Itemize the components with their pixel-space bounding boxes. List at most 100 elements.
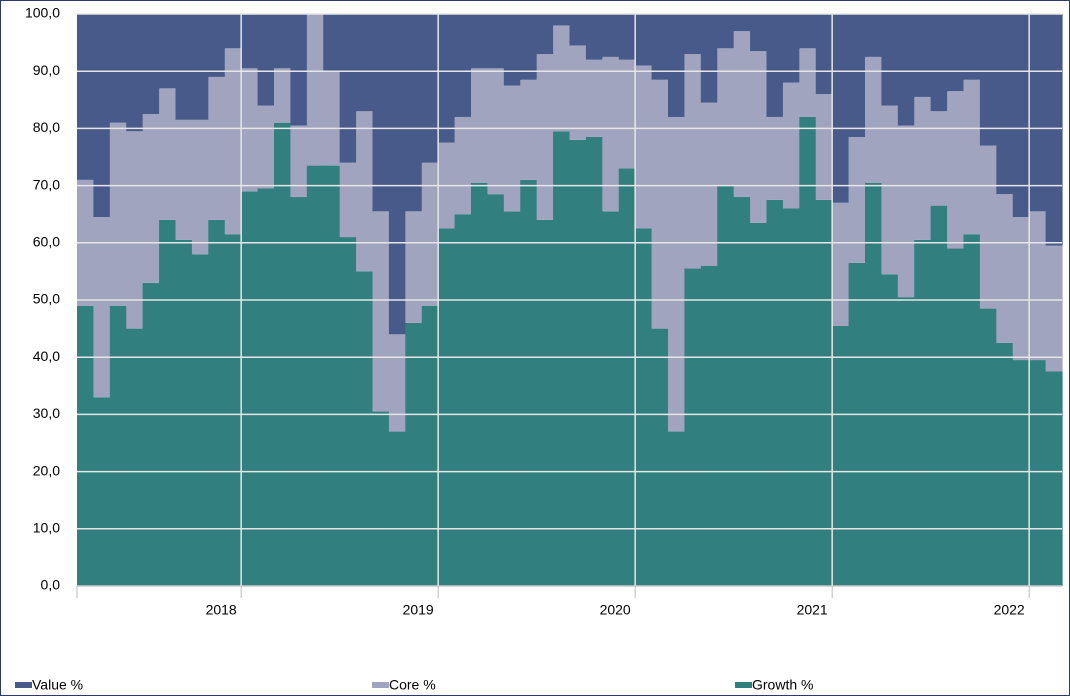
area-segment	[208, 219, 226, 587]
area-segment	[668, 431, 686, 586]
area-segment	[947, 248, 965, 586]
area-segment	[585, 14, 603, 60]
area-segment	[93, 14, 111, 218]
area-segment	[520, 179, 538, 586]
area-segment	[306, 165, 324, 586]
area-segment	[109, 122, 127, 306]
area-segment	[159, 88, 177, 220]
area-segment	[979, 308, 997, 586]
area-segment	[733, 197, 751, 587]
area-segment	[602, 14, 620, 57]
area-segment	[832, 14, 850, 203]
area-segment	[717, 48, 735, 186]
area-segment	[963, 234, 981, 586]
area-segment	[109, 14, 127, 123]
area-segment	[93, 397, 111, 586]
area-segment	[865, 182, 883, 587]
area-segment	[290, 125, 308, 198]
area-segment	[405, 14, 423, 212]
area-segment	[733, 14, 751, 32]
area-segment	[159, 219, 177, 587]
area-segment	[421, 162, 439, 306]
area-segment	[323, 14, 341, 72]
y-tick-label: 40,0	[33, 348, 60, 364]
area-segment	[126, 328, 144, 586]
area-segment	[700, 265, 718, 586]
area-segment	[947, 91, 965, 249]
area-segment	[881, 105, 899, 275]
area-segment	[651, 79, 669, 329]
area-segment	[126, 131, 144, 329]
area-segment	[733, 31, 751, 198]
area-segment	[454, 14, 472, 117]
area-segment	[274, 14, 292, 69]
area-segment	[1012, 14, 1030, 218]
area-segment	[471, 182, 489, 587]
area-segment	[979, 14, 997, 146]
area-segment	[405, 211, 423, 323]
area-segment	[520, 14, 538, 80]
area-segment	[454, 116, 472, 215]
area-segment	[1012, 360, 1030, 586]
area-segment	[339, 14, 357, 163]
x-tick-label: 2018	[206, 602, 237, 618]
area-segment	[717, 185, 735, 586]
area-segment	[191, 119, 209, 255]
legend-label: Core %	[389, 677, 436, 693]
area-segment	[897, 297, 915, 586]
area-segment	[290, 14, 308, 126]
y-tick-label: 0,0	[41, 577, 61, 593]
area-segment	[257, 188, 275, 586]
area-segment	[372, 211, 390, 412]
area-segment	[1045, 245, 1063, 372]
area-segment	[1045, 371, 1063, 586]
area-segment	[651, 328, 669, 586]
x-tick-label: 2019	[403, 602, 434, 618]
area-segment	[750, 51, 768, 223]
area-segment	[815, 94, 833, 200]
area-segment	[668, 116, 686, 432]
area-segment	[323, 71, 341, 166]
area-segment	[224, 48, 242, 235]
area-segment	[372, 411, 390, 586]
area-segment	[142, 14, 160, 115]
area-segment	[618, 59, 636, 169]
area-segment	[979, 145, 997, 309]
area-segment	[487, 68, 505, 195]
area-segment	[257, 14, 275, 106]
legend-swatch	[735, 682, 752, 688]
area-segment	[799, 116, 817, 587]
area-segment	[191, 254, 209, 587]
area-segment	[208, 14, 226, 77]
area-segment	[142, 114, 160, 283]
area-segment	[1012, 217, 1030, 361]
area-segment	[635, 65, 653, 229]
area-segment	[881, 274, 899, 586]
area-segment	[388, 14, 406, 335]
area-segment	[323, 165, 341, 586]
area-segment	[848, 14, 866, 137]
area-segment	[553, 14, 571, 26]
area-segment	[1045, 14, 1063, 246]
y-tick-label: 100,0	[25, 5, 60, 21]
area-segment	[914, 96, 932, 240]
area-segment	[77, 305, 95, 586]
area-segment	[388, 334, 406, 432]
area-segment	[241, 14, 259, 69]
area-segment	[684, 54, 702, 269]
area-segment	[618, 14, 636, 60]
area-segment	[930, 111, 948, 206]
area-segment	[159, 14, 177, 89]
area-segment	[651, 14, 669, 80]
area-segment	[996, 14, 1014, 195]
legend-swatch	[372, 682, 389, 688]
area-segment	[569, 14, 587, 46]
area-segment	[799, 14, 817, 49]
area-segment	[536, 219, 554, 587]
area-segment	[684, 14, 702, 55]
legend-label: Value %	[32, 677, 83, 693]
area-segment	[602, 211, 620, 586]
area-segment	[766, 14, 784, 117]
area-segment	[1029, 211, 1047, 361]
